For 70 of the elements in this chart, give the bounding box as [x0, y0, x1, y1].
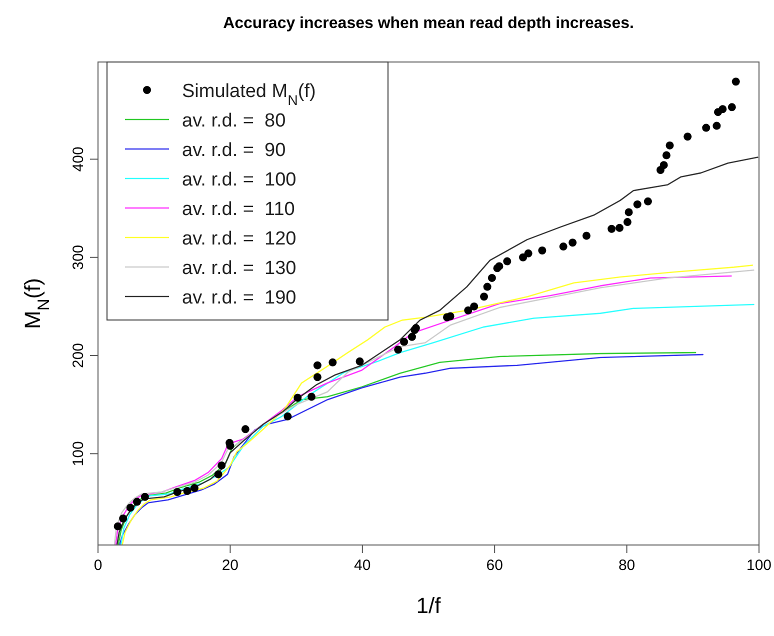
point	[662, 151, 670, 160]
point	[666, 141, 674, 150]
point	[133, 498, 141, 506]
point	[356, 357, 364, 366]
point	[308, 392, 316, 401]
point	[483, 282, 492, 291]
point	[608, 224, 616, 233]
chart-title: Accuracy increases when mean read depth increases.	[223, 15, 634, 32]
point	[633, 200, 642, 208]
point	[408, 332, 416, 341]
point	[119, 514, 128, 522]
point	[328, 358, 337, 366]
x-tick-label: 60	[486, 557, 503, 574]
point	[214, 470, 222, 478]
y-tick-label: 100	[70, 441, 87, 466]
point	[470, 302, 478, 310]
point	[313, 373, 322, 382]
point	[524, 249, 532, 258]
point	[718, 105, 727, 114]
point	[684, 132, 692, 141]
point	[313, 361, 322, 370]
point	[582, 232, 590, 240]
point	[616, 224, 624, 232]
x-tick-label: 0	[94, 557, 102, 574]
point	[294, 394, 302, 402]
x-tick-label: 20	[222, 557, 239, 574]
point	[114, 522, 122, 530]
point	[519, 253, 528, 262]
x-axis-title: 1/f	[416, 593, 442, 618]
legend-label: av. r.d. = 100	[182, 170, 296, 190]
point	[623, 218, 632, 226]
point	[538, 246, 546, 254]
y-tick-label: 300	[70, 244, 87, 270]
point	[446, 312, 454, 320]
legend-label: Simulated M$_{N}$(f)	[182, 81, 316, 109]
point	[503, 257, 512, 266]
point	[728, 103, 736, 112]
point	[480, 292, 488, 301]
point	[241, 425, 250, 434]
point	[712, 122, 721, 130]
point	[732, 78, 740, 86]
line-series	[116, 156, 758, 545]
point	[488, 274, 496, 282]
point	[568, 238, 577, 247]
legend-label: av. r.d. = 120	[182, 228, 296, 250]
point	[400, 338, 408, 346]
point	[183, 487, 192, 496]
y-tick-label: 400	[70, 146, 87, 172]
x-tick-label: 40	[354, 557, 371, 574]
point	[126, 504, 134, 512]
point	[660, 161, 668, 170]
point	[190, 484, 199, 492]
y-tick-label: 200	[70, 343, 87, 368]
legend-label: av. r.d. = 80	[182, 110, 286, 132]
legend-label: av. r.d. = 130	[182, 258, 296, 279]
point	[644, 197, 652, 206]
x-tick-label: 80	[618, 557, 636, 574]
point	[218, 461, 226, 470]
point	[284, 412, 292, 420]
point	[140, 492, 149, 501]
point	[173, 488, 182, 496]
point	[394, 346, 402, 354]
x-tick-label: 100	[746, 557, 772, 574]
point	[702, 124, 710, 132]
legend-label: av. r.d. = 110	[182, 199, 295, 220]
point	[624, 208, 633, 216]
legend-label: av. r.d. = 90	[182, 140, 286, 161]
legend-label: av. r.d. = 190	[182, 288, 296, 308]
point	[464, 306, 472, 314]
point	[559, 242, 568, 251]
